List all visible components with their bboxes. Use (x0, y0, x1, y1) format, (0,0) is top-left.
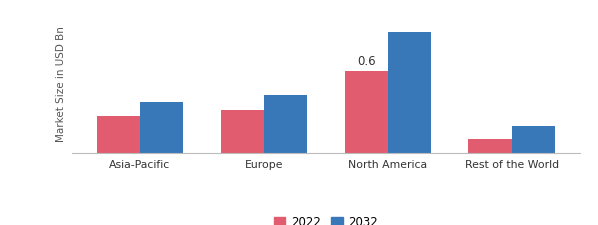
Bar (512, 126, 556, 153)
Legend: 2022, 2032: 2022, 2032 (269, 211, 383, 225)
Bar (96, 116, 140, 153)
Bar (221, 110, 264, 153)
Bar (344, 71, 388, 153)
Bar (264, 95, 307, 153)
Bar (468, 139, 512, 153)
Y-axis label: Market Size in USD Bn: Market Size in USD Bn (56, 27, 66, 142)
Bar (140, 102, 184, 153)
Bar (388, 32, 431, 153)
Text: 0.6: 0.6 (357, 55, 376, 68)
